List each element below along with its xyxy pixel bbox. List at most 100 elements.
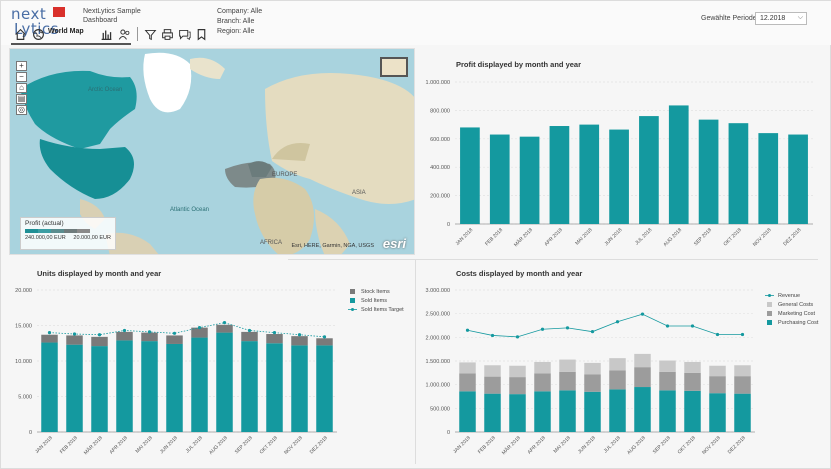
period-select[interactable]: 12.2018 ⌵ xyxy=(755,12,807,25)
filter-icon[interactable] xyxy=(142,26,158,42)
locate-button[interactable]: ◎ xyxy=(16,105,27,115)
stock-items-bar xyxy=(41,334,58,343)
revenue-point xyxy=(565,326,570,330)
legend-swatch xyxy=(38,229,51,233)
stock-items-bar xyxy=(91,336,108,347)
y-tick-label: 1.000.000 xyxy=(426,80,450,86)
general-costs-bar xyxy=(659,360,676,372)
legend-swatch xyxy=(25,229,38,233)
revenue-point xyxy=(465,328,470,332)
y-tick-label: 400.000 xyxy=(430,165,450,171)
zoom-in-button[interactable]: + xyxy=(16,61,27,71)
x-tick-label: AUG 2018 xyxy=(208,435,229,456)
x-tick-label: MÄR 2018 xyxy=(512,226,534,248)
profit-bar xyxy=(460,127,480,224)
africa-label: AFRICA xyxy=(260,240,282,246)
x-tick-label: NOV 2018 xyxy=(701,435,722,456)
x-tick-label: JUL 2018 xyxy=(603,435,622,454)
users-icon[interactable] xyxy=(116,26,132,42)
atlantic-ocean-label: Atlantic Ocean xyxy=(170,207,209,213)
legend-label: Sold Items Target xyxy=(361,307,404,313)
y-tick-label: 2.500.000 xyxy=(426,312,450,318)
y-tick-label: 15.000 xyxy=(15,324,32,330)
company-filter: Company: Alle xyxy=(217,8,263,15)
sold-items-target-point xyxy=(247,328,252,333)
x-tick-label: APR 2018 xyxy=(109,435,130,456)
purchasing-cost-bar xyxy=(659,390,676,432)
sold-items-bar xyxy=(191,337,208,432)
x-tick-label: MÄR 2018 xyxy=(500,434,522,456)
zoom-out-button[interactable]: − xyxy=(16,72,27,82)
revenue-point xyxy=(740,332,745,337)
legend-dot xyxy=(768,294,771,297)
revenue-point xyxy=(615,320,620,324)
legend-min-value: 240.000,00 EUR xyxy=(25,235,66,241)
revenue-point xyxy=(715,332,720,337)
x-tick-label: JAN 2018 xyxy=(34,435,54,455)
revenue-point xyxy=(515,335,520,339)
legend-dot xyxy=(351,308,354,311)
sold-items-bar xyxy=(166,343,183,432)
stock-items-bar xyxy=(166,335,183,344)
profit-bar xyxy=(728,123,749,224)
panel-divider-horizontal xyxy=(288,259,818,260)
general-costs-bar xyxy=(559,359,576,372)
y-tick-label: 2.000.000 xyxy=(426,335,450,341)
x-tick-label: SEP 2018 xyxy=(693,227,713,247)
x-tick-label: APR 2018 xyxy=(527,435,548,456)
y-tick-label: 0 xyxy=(447,430,450,436)
logo-flag xyxy=(53,7,65,17)
legend-max-value: 20.000,00 EUR xyxy=(73,235,111,241)
print-icon[interactable] xyxy=(159,26,175,42)
map-legend: Profit (actual) 240.000,00 EUR 20.000,00… xyxy=(20,217,116,250)
basemap-toggle[interactable] xyxy=(380,57,408,77)
legend-swatch xyxy=(77,229,90,233)
y-tick-label: 20.000 xyxy=(15,288,32,294)
legend-label: Marketing Cost xyxy=(778,311,815,317)
purchasing-cost-bar xyxy=(509,394,526,432)
revenue-point xyxy=(490,333,495,338)
header-bar: next Lytics NextLytics Sample Dashboard … xyxy=(1,1,831,45)
profit-chart-title: Profit displayed by month and year xyxy=(456,60,582,69)
logo-line1: next xyxy=(11,5,47,23)
y-tick-label: 0 xyxy=(29,430,32,436)
x-tick-label: SEP 2018 xyxy=(234,435,254,455)
marketing-cost-bar xyxy=(609,370,626,390)
x-tick-label: SEP 2018 xyxy=(652,435,672,455)
sold-items-bar xyxy=(116,340,133,432)
revenue-line xyxy=(467,313,743,338)
legend-swatches xyxy=(25,229,111,233)
sold-items-bar xyxy=(91,346,108,432)
general-costs-bar xyxy=(734,365,751,377)
sold-items-target-point xyxy=(197,326,202,330)
purchasing-cost-bar xyxy=(684,390,701,432)
bar-chart-icon[interactable] xyxy=(98,26,114,42)
bookmark-icon[interactable] xyxy=(193,26,209,42)
period-label: Gewählte Periode: xyxy=(701,15,759,22)
tab-world-map[interactable]: World Map xyxy=(48,28,84,35)
legend-label: General Costs xyxy=(778,302,813,308)
x-tick-label: NOV 2018 xyxy=(283,435,304,456)
legend-label: Sold Items xyxy=(361,298,387,304)
marketing-cost-bar xyxy=(559,371,576,391)
general-costs-bar xyxy=(584,362,601,375)
world-map[interactable]: Arctic Ocean Atlantic Ocean EUROPE ASIA … xyxy=(10,49,415,255)
globe-icon[interactable] xyxy=(30,26,46,42)
home-icon[interactable] xyxy=(12,26,28,42)
y-tick-label: 10.000 xyxy=(15,359,32,365)
marketing-cost-bar xyxy=(734,376,751,394)
app-title: NextLytics Sample Dashboard xyxy=(83,8,141,24)
comment-icon[interactable] xyxy=(176,26,192,42)
general-costs-bar xyxy=(459,362,476,374)
profit-bar xyxy=(668,105,689,224)
y-tick-label: 5.000 xyxy=(18,395,32,401)
x-tick-label: FEB 2018 xyxy=(484,227,504,247)
x-tick-label: JUL 2018 xyxy=(634,227,653,246)
marketing-cost-bar xyxy=(484,376,501,394)
home-extent-button[interactable]: ⌂ xyxy=(16,83,27,93)
stock-items-bar xyxy=(191,327,208,338)
sold-items-target-point xyxy=(272,331,277,335)
layers-button[interactable]: ▤ xyxy=(16,94,27,104)
sold-items-bar xyxy=(316,345,333,432)
world-map-panel[interactable]: Arctic Ocean Atlantic Ocean EUROPE ASIA … xyxy=(9,48,415,255)
